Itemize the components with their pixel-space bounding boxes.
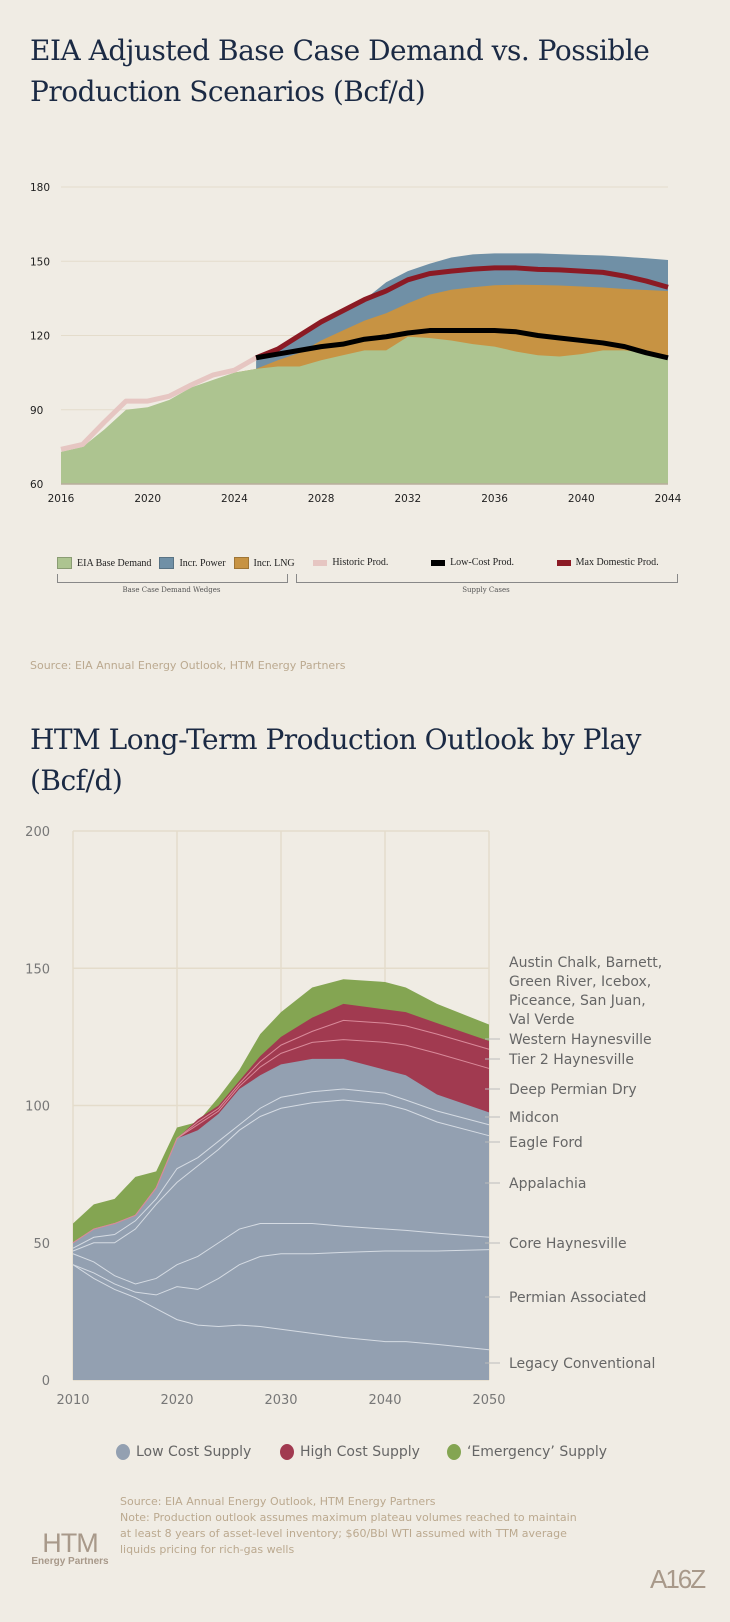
legend-item-incr-lng: Incr. LNG bbox=[233, 557, 295, 569]
series-label-permian-associated: Permian Associated bbox=[509, 1290, 646, 1306]
legend-item-low-cost: Low-Cost Prod. bbox=[431, 557, 514, 568]
series-boundary-line bbox=[72, 1223, 490, 1285]
legend-item-high-cost-supply: High Cost Supply bbox=[280, 1444, 420, 1460]
htm-logo-text: HTM bbox=[42, 1528, 98, 1558]
series-label-deep-permian-dry: Deep Permian Dry bbox=[509, 1082, 637, 1098]
y-tick-label: 60 bbox=[30, 479, 43, 491]
series-label-austin-chalk-group: Austin Chalk, Barnett, bbox=[509, 955, 662, 971]
series-boundary-line bbox=[72, 1088, 490, 1249]
series-boundary-line bbox=[72, 1264, 490, 1351]
legend-dot bbox=[447, 1444, 461, 1460]
x-tick-label: 2020 bbox=[160, 1393, 193, 1408]
legend-label: Low Cost Supply bbox=[136, 1444, 252, 1460]
series-label-legacy-conventional: Legacy Conventional bbox=[509, 1356, 655, 1372]
htm-logo-subtext: Energy Partners bbox=[31, 1556, 109, 1567]
legend-swatch bbox=[556, 559, 571, 566]
x-tick-label: 2010 bbox=[56, 1393, 89, 1408]
legend-bracket-supply bbox=[296, 574, 678, 583]
line-max-domestic-prod- bbox=[255, 265, 669, 361]
legend-swatch bbox=[313, 559, 328, 566]
legend-swatch bbox=[57, 557, 72, 569]
htm-logo: HTM Energy Partners bbox=[28, 1528, 112, 1568]
y-tick-label: 180 bbox=[30, 182, 50, 194]
series-label-western-haynesville: Western Haynesville bbox=[509, 1032, 652, 1048]
legend-group-label: Supply Cases bbox=[462, 586, 510, 594]
legend-label: ‘Emergency’ Supply bbox=[467, 1444, 608, 1460]
y-tick-label: 100 bbox=[25, 1100, 50, 1115]
y-tick-label: 200 bbox=[25, 825, 50, 840]
legend-group-supply: Historic Prod. Low-Cost Prod. Max Domest… bbox=[296, 557, 676, 568]
legend-label: High Cost Supply bbox=[300, 1444, 420, 1460]
line-historic-prod- bbox=[60, 355, 258, 452]
chart2-plot: 0 50 100 150 200 2010 2020 2030 2040 2050 Austin C… bbox=[25, 825, 662, 1408]
x-tick-label: 2024 bbox=[221, 493, 248, 505]
y-tick-label: 120 bbox=[30, 331, 50, 343]
y-tick-label: 150 bbox=[25, 962, 50, 977]
chart1-source: Source: EIA Annual Energy Outlook, HTM E… bbox=[30, 659, 346, 672]
y-tick-label: 150 bbox=[30, 256, 50, 268]
line-low-cost-prod- bbox=[255, 328, 669, 361]
legend-item-emergency-supply: ‘Emergency’ Supply bbox=[447, 1444, 607, 1460]
series-label-austin-chalk-group: Val Verde bbox=[509, 1012, 575, 1028]
legend-group-label: Base Case Demand Wedges bbox=[122, 586, 221, 594]
series-boundary-line bbox=[72, 1249, 490, 1296]
series-label-appalachia: Appalachia bbox=[509, 1176, 586, 1192]
legend-group-demand: EIA Base Demand Incr. Power Incr. LNG bbox=[57, 557, 295, 569]
chart1-plot: 60 90 120 150 180 2016 2020 2024 2028 2032 2036 204… bbox=[30, 182, 682, 505]
chart2-title: HTM Long-Term Production Outlook by Play… bbox=[30, 723, 641, 797]
legend-label: Incr. LNG bbox=[253, 557, 295, 569]
series-label-austin-chalk-group: Green River, Icebox, bbox=[509, 974, 651, 990]
legend-swatch bbox=[233, 557, 249, 569]
legend-label: EIA Base Demand bbox=[77, 557, 152, 569]
legend-item-historic: Historic Prod. bbox=[313, 557, 388, 568]
legend-dot bbox=[116, 1444, 130, 1460]
footer-notes: Source: EIA Annual Energy Outlook, HTM E… bbox=[120, 1494, 580, 1558]
series-boundary-line bbox=[72, 1099, 490, 1252]
x-tick-label: 2040 bbox=[568, 493, 595, 505]
legend-swatch bbox=[431, 559, 446, 566]
a16z-logo: A16Z bbox=[650, 1564, 706, 1594]
area-eia-base-demand bbox=[61, 336, 668, 484]
legend-dot bbox=[280, 1444, 294, 1460]
x-tick-label: 2030 bbox=[264, 1393, 297, 1408]
legend-item-low-cost-supply: Low Cost Supply bbox=[116, 1444, 251, 1460]
legend-label: Historic Prod. bbox=[332, 557, 389, 568]
x-tick-label: 2016 bbox=[48, 493, 75, 505]
y-tick-label: 0 bbox=[42, 1374, 50, 1389]
footer-note: Note: Production outlook assumes maximum… bbox=[120, 1511, 577, 1556]
footer-source: Source: EIA Annual Energy Outlook, HTM E… bbox=[120, 1495, 436, 1508]
x-tick-label: 2020 bbox=[134, 493, 161, 505]
legend-bracket-demand bbox=[57, 574, 288, 583]
legend-item-max-domestic: Max Domestic Prod. bbox=[556, 557, 659, 568]
series-label-midcon: Midcon bbox=[509, 1110, 559, 1126]
legend-label: Incr. Power bbox=[179, 557, 226, 569]
x-tick-label: 2050 bbox=[472, 1393, 505, 1408]
series-boundary-line bbox=[72, 1019, 490, 1244]
y-tick-label: 50 bbox=[33, 1237, 50, 1252]
x-tick-label: 2040 bbox=[368, 1393, 401, 1408]
series-label-tier-2-haynesville: Tier 2 Haynesville bbox=[508, 1052, 634, 1068]
x-tick-label: 2032 bbox=[394, 493, 421, 505]
chart1-title: EIA Adjusted Base Case Demand vs. Possib… bbox=[30, 34, 650, 108]
x-tick-label: 2028 bbox=[308, 493, 335, 505]
legend-label: Low-Cost Prod. bbox=[450, 557, 514, 568]
y-tick-label: 90 bbox=[30, 405, 43, 417]
legend-label: Max Domestic Prod. bbox=[575, 557, 659, 568]
legend-item-base-demand: EIA Base Demand bbox=[57, 557, 151, 569]
area-legacy-conventional bbox=[73, 1264, 489, 1380]
legend-swatch bbox=[159, 557, 175, 569]
series-label-austin-chalk-group: Piceance, San Juan, bbox=[509, 993, 646, 1009]
legend-item-incr-power: Incr. Power bbox=[159, 557, 226, 569]
x-tick-label: 2036 bbox=[481, 493, 508, 505]
x-tick-label: 2044 bbox=[655, 493, 682, 505]
series-label-core-haynesville: Core Haynesville bbox=[509, 1236, 627, 1252]
series-label-eagle-ford: Eagle Ford bbox=[509, 1135, 583, 1151]
